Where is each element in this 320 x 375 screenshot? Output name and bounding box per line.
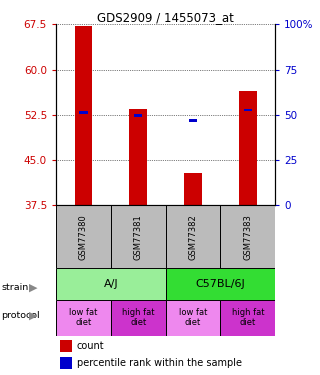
Bar [60,357,72,369]
Text: protocol: protocol [2,311,40,320]
Bar [184,173,202,205]
Bar [60,340,72,352]
Bar [56,268,166,300]
Text: C57BL/6J: C57BL/6J [196,279,245,289]
Bar [166,268,275,300]
Text: GSM77381: GSM77381 [134,214,143,260]
Bar [244,108,252,111]
Text: ▶: ▶ [29,283,38,293]
Text: GSM77380: GSM77380 [79,214,88,260]
Bar [79,111,87,114]
Text: ▶: ▶ [29,311,38,321]
Text: strain: strain [2,284,29,292]
Bar [111,205,166,268]
Text: A/J: A/J [103,279,118,289]
Bar [189,119,197,122]
Text: high fat
diet: high fat diet [232,308,264,327]
Title: GDS2909 / 1455073_at: GDS2909 / 1455073_at [97,11,234,24]
Bar [129,109,147,205]
Bar [166,300,220,336]
Text: count: count [77,341,104,351]
Bar [220,205,275,268]
Text: low fat
diet: low fat diet [179,308,207,327]
Bar [134,114,142,117]
Bar [111,300,166,336]
Text: low fat
diet: low fat diet [69,308,98,327]
Text: high fat
diet: high fat diet [122,308,155,327]
Bar [56,205,111,268]
Bar [75,26,92,205]
Text: GSM77383: GSM77383 [243,214,252,260]
Text: percentile rank within the sample: percentile rank within the sample [77,358,242,368]
Bar [56,300,111,336]
Bar [220,300,275,336]
Text: GSM77382: GSM77382 [188,214,197,260]
Bar [166,205,220,268]
Bar [239,91,257,205]
